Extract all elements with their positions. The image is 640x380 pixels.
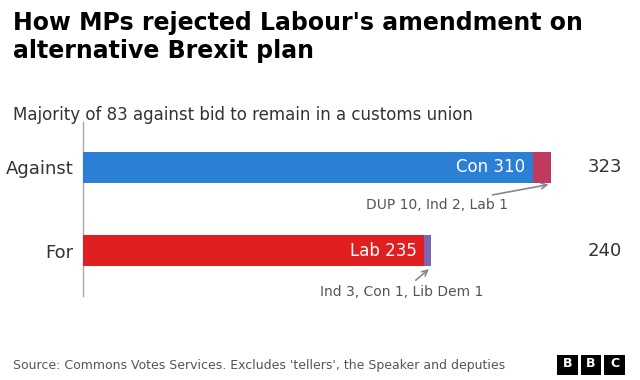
FancyBboxPatch shape xyxy=(604,355,625,375)
FancyBboxPatch shape xyxy=(557,355,578,375)
Text: Ind 3, Con 1, Lib Dem 1: Ind 3, Con 1, Lib Dem 1 xyxy=(321,270,484,299)
Bar xyxy=(532,152,552,183)
Text: C: C xyxy=(610,357,619,370)
Text: Con 310: Con 310 xyxy=(456,158,525,176)
Text: 323: 323 xyxy=(588,158,622,176)
Text: How MPs rejected Labour's amendment on
alternative Brexit plan: How MPs rejected Labour's amendment on a… xyxy=(13,11,582,63)
Text: 240: 240 xyxy=(588,242,622,260)
Text: DUP 10, Ind 2, Lab 1: DUP 10, Ind 2, Lab 1 xyxy=(366,183,547,212)
FancyBboxPatch shape xyxy=(580,355,602,375)
Text: B: B xyxy=(563,357,572,370)
Text: Source: Commons Votes Services. Excludes 'tellers', the Speaker and deputies: Source: Commons Votes Services. Excludes… xyxy=(13,359,505,372)
Text: B: B xyxy=(586,357,596,370)
Bar xyxy=(424,235,431,266)
Bar xyxy=(83,235,424,266)
Text: Lab 235: Lab 235 xyxy=(349,242,417,260)
Text: Majority of 83 against bid to remain in a customs union: Majority of 83 against bid to remain in … xyxy=(13,106,473,124)
Bar xyxy=(83,152,532,183)
